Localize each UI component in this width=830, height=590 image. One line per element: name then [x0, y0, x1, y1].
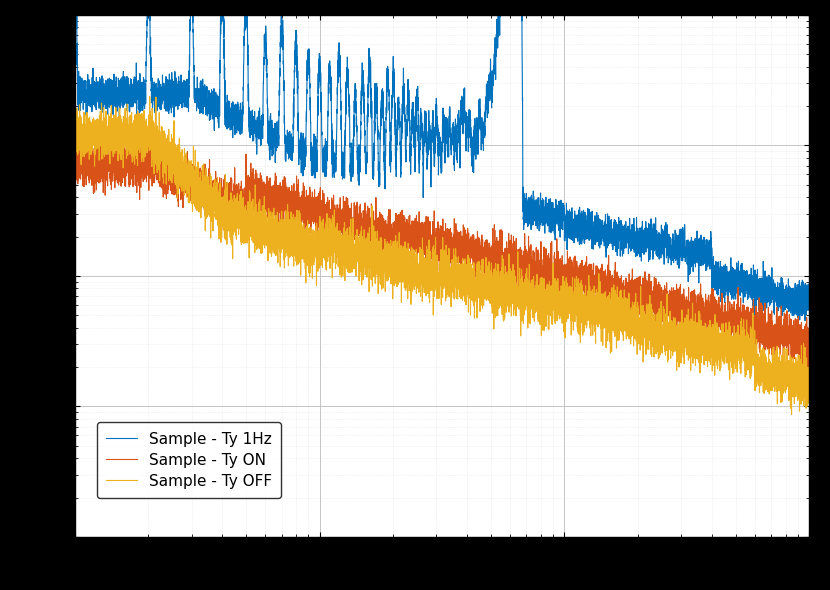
Sample - Ty ON — [70, 176, 80, 183]
Sample - Ty 1Hz — [614, 233, 624, 240]
Sample - Ty 1Hz — [106, 106, 116, 113]
Line: Sample - Ty OFF: Sample - Ty OFF — [75, 97, 809, 415]
Line: Sample - Ty ON: Sample - Ty ON — [75, 124, 809, 369]
Sample - Ty 1Hz — [335, 86, 345, 93]
Line: Sample - Ty 1Hz: Sample - Ty 1Hz — [75, 0, 809, 320]
Sample - Ty ON — [336, 227, 346, 234]
Sample - Ty 1Hz — [653, 242, 663, 249]
Sample - Ty ON — [107, 153, 117, 160]
Sample - Ty OFF — [536, 284, 546, 291]
Sample - Ty ON — [653, 296, 663, 303]
Sample - Ty OFF — [106, 148, 116, 155]
Sample - Ty OFF — [144, 93, 154, 100]
Sample - Ty ON — [614, 289, 624, 296]
Sample - Ty OFF — [505, 274, 515, 281]
Sample - Ty OFF — [787, 411, 797, 418]
Sample - Ty 1Hz — [804, 295, 814, 302]
Sample - Ty 1Hz — [536, 201, 546, 208]
Sample - Ty OFF — [804, 392, 814, 399]
Sample - Ty 1Hz — [800, 317, 810, 324]
Sample - Ty OFF — [653, 323, 663, 330]
Sample - Ty ON — [505, 258, 515, 266]
Sample - Ty OFF — [70, 142, 80, 149]
Sample - Ty ON — [90, 120, 100, 127]
Legend: Sample - Ty 1Hz, Sample - Ty ON, Sample - Ty OFF: Sample - Ty 1Hz, Sample - Ty ON, Sample … — [97, 422, 281, 498]
Sample - Ty ON — [802, 366, 812, 373]
Sample - Ty ON — [536, 278, 546, 286]
Sample - Ty ON — [804, 324, 814, 332]
Sample - Ty OFF — [336, 243, 346, 250]
Sample - Ty OFF — [614, 305, 624, 312]
